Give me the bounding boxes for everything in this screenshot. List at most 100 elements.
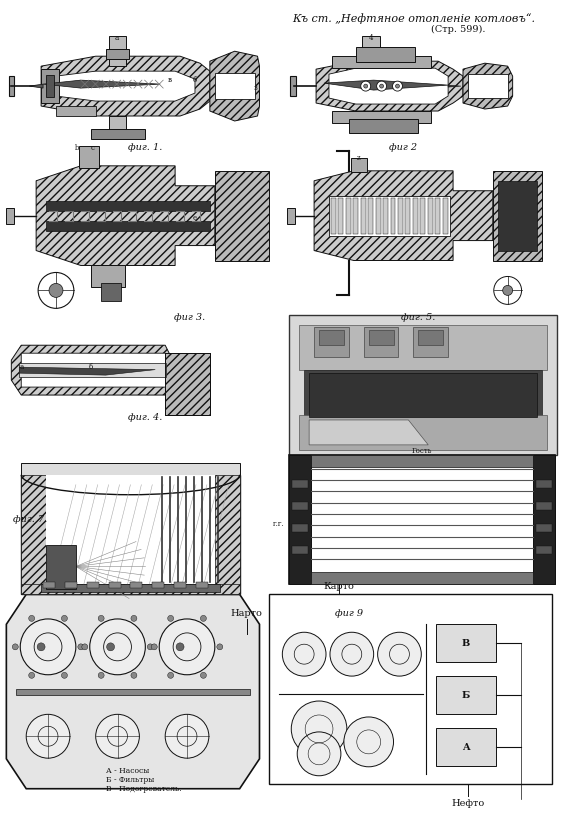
Bar <box>46 544 76 589</box>
Circle shape <box>396 84 400 88</box>
Circle shape <box>201 616 206 621</box>
Text: фиг 9: фиг 9 <box>335 609 363 618</box>
Text: фиг 3.: фиг 3. <box>174 313 206 322</box>
Bar <box>361 198 366 233</box>
Text: B: B <box>462 640 470 649</box>
Polygon shape <box>309 420 428 445</box>
Bar <box>534 455 555 584</box>
Polygon shape <box>329 68 448 104</box>
Circle shape <box>21 619 76 675</box>
Bar <box>290 455 311 584</box>
Bar <box>21 475 46 589</box>
Circle shape <box>380 84 384 88</box>
Circle shape <box>131 672 137 678</box>
Bar <box>46 75 54 97</box>
Circle shape <box>297 732 341 776</box>
Bar <box>353 198 359 233</box>
Text: з: з <box>254 84 258 92</box>
Text: Къ ст. „Нефтяное отопленіе котловъ“.: Къ ст. „Нефтяное отопленіе котловъ“. <box>292 13 535 24</box>
Circle shape <box>176 643 184 651</box>
Bar <box>215 171 270 261</box>
Polygon shape <box>6 594 259 789</box>
Bar <box>413 327 448 358</box>
Circle shape <box>98 616 104 621</box>
Circle shape <box>361 81 370 91</box>
Bar <box>498 181 538 251</box>
Text: в: в <box>168 76 172 84</box>
Polygon shape <box>11 345 210 395</box>
Circle shape <box>131 616 137 621</box>
Bar <box>109 583 120 589</box>
Polygon shape <box>43 80 160 88</box>
Bar <box>435 198 440 233</box>
Bar <box>292 524 308 532</box>
Text: Нарто: Нарто <box>231 609 263 618</box>
Circle shape <box>377 81 386 91</box>
Bar <box>21 584 239 594</box>
Text: a: a <box>19 363 23 372</box>
Text: b: b <box>75 144 79 152</box>
Text: фиг. 1.: фиг. 1. <box>128 143 162 152</box>
Text: г.г.: г.г. <box>272 520 284 528</box>
Circle shape <box>282 632 326 677</box>
Bar <box>332 56 431 68</box>
Bar <box>376 198 381 233</box>
Bar <box>420 198 425 233</box>
Bar <box>311 455 534 467</box>
Bar <box>174 583 186 589</box>
Circle shape <box>62 616 67 621</box>
Text: 4: 4 <box>368 35 373 42</box>
Bar <box>405 198 410 233</box>
Circle shape <box>28 672 35 678</box>
Bar <box>292 546 308 553</box>
Bar <box>418 330 443 345</box>
Bar <box>436 728 496 766</box>
Bar <box>390 198 396 233</box>
Bar <box>46 201 210 210</box>
Bar <box>91 129 145 139</box>
Circle shape <box>168 672 174 678</box>
Text: c: c <box>91 144 95 152</box>
Bar <box>109 116 127 136</box>
Bar <box>41 584 220 593</box>
Bar <box>46 475 215 584</box>
Circle shape <box>330 632 374 677</box>
Bar <box>362 36 380 64</box>
Bar <box>56 106 96 116</box>
Bar <box>364 327 398 358</box>
Bar <box>309 373 538 417</box>
Polygon shape <box>210 51 259 121</box>
Bar <box>331 198 336 233</box>
Bar <box>41 69 59 103</box>
Text: фиг 2: фиг 2 <box>389 143 417 152</box>
Circle shape <box>503 285 512 295</box>
Bar <box>290 316 557 455</box>
Polygon shape <box>448 85 461 87</box>
Polygon shape <box>41 56 210 116</box>
Bar <box>17 689 250 695</box>
Bar <box>196 583 208 589</box>
Circle shape <box>89 619 145 675</box>
Text: Б: Б <box>462 691 470 700</box>
Polygon shape <box>316 61 463 111</box>
Polygon shape <box>314 171 493 261</box>
Text: e: e <box>193 214 197 222</box>
Bar <box>43 583 55 589</box>
Text: фиг. 7.: фиг. 7. <box>13 515 48 524</box>
Circle shape <box>78 644 84 650</box>
Bar <box>413 198 418 233</box>
Circle shape <box>165 714 209 758</box>
Bar <box>65 583 77 589</box>
Bar <box>270 594 552 783</box>
Bar <box>87 583 99 589</box>
Polygon shape <box>19 367 155 375</box>
Bar <box>398 198 403 233</box>
Text: А - Насосы
Б - Фильтры
В - Подогреватель.: А - Насосы Б - Фильтры В - Подогреватель… <box>105 767 181 793</box>
Bar <box>21 475 239 594</box>
Bar <box>468 74 508 98</box>
Circle shape <box>37 643 45 651</box>
Bar <box>319 330 344 345</box>
Text: б: б <box>193 76 197 84</box>
Bar <box>436 624 496 663</box>
Bar <box>346 198 351 233</box>
